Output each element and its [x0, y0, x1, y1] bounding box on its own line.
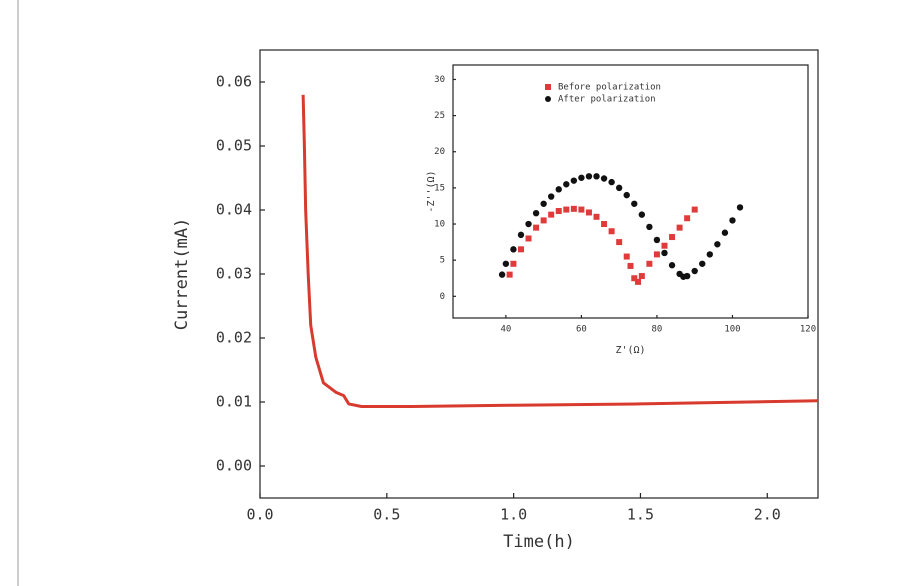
x-tick-label: 60	[576, 325, 587, 335]
data-point	[540, 217, 547, 224]
data-point	[578, 206, 585, 213]
data-point	[563, 206, 570, 213]
data-point	[533, 224, 540, 231]
data-point	[502, 260, 510, 267]
data-line	[301, 94, 819, 408]
data-point	[510, 246, 517, 253]
data-point	[601, 221, 608, 228]
data-point	[691, 206, 698, 213]
data-point	[635, 278, 642, 285]
data-point	[555, 208, 562, 215]
data-point	[714, 241, 721, 248]
y-tick-label: 0.01	[216, 393, 252, 411]
x-tick-label: 0.0	[246, 506, 273, 524]
data-point	[627, 262, 634, 269]
x-tick-label: 100	[724, 325, 740, 335]
x-tick-label: 0.5	[373, 506, 400, 524]
data-point	[623, 253, 630, 260]
data-point	[676, 224, 683, 231]
data-point	[684, 215, 691, 222]
data-point	[683, 272, 691, 280]
data-point	[532, 209, 540, 217]
data-point	[585, 173, 593, 180]
data-point	[517, 231, 525, 239]
y-tick-label: 0.03	[216, 265, 252, 283]
data-point	[555, 186, 562, 193]
y-tick-label: 0.04	[216, 201, 252, 219]
data-point	[540, 200, 547, 207]
inset-background	[425, 60, 816, 368]
x-tick-label: 40	[500, 325, 511, 335]
data-point	[570, 177, 578, 184]
x-tick-label: 1.0	[500, 506, 527, 524]
plot-frame	[452, 64, 809, 319]
y-tick-label: 30	[434, 75, 445, 85]
data-point	[638, 273, 645, 280]
data-point	[608, 228, 615, 235]
data-point	[600, 175, 608, 182]
data-point	[646, 223, 653, 231]
x-tick-label: 2.0	[754, 506, 781, 524]
data-point	[547, 193, 555, 200]
data-point	[593, 173, 600, 180]
data-point	[691, 267, 698, 275]
data-point	[653, 236, 661, 244]
data-point	[548, 211, 555, 218]
legend-label: After polarization	[558, 95, 656, 105]
legend-marker	[545, 96, 551, 102]
data-point	[699, 260, 706, 267]
data-point	[623, 191, 630, 199]
data-point	[506, 271, 513, 278]
data-point	[517, 246, 524, 253]
x-tick-label: 120	[800, 325, 816, 335]
y-tick-label: 0.00	[216, 457, 252, 475]
data-point	[498, 271, 506, 278]
y-axis-label: -Z''(Ω)	[426, 170, 437, 212]
data-point	[668, 262, 676, 269]
data-point	[616, 239, 623, 246]
legend-label: Before polarization	[558, 83, 661, 93]
data-point	[706, 251, 714, 258]
data-point	[661, 249, 668, 257]
x-tick-label: 80	[652, 325, 663, 335]
data-point	[736, 204, 744, 211]
data-point	[525, 220, 532, 228]
data-point	[608, 178, 615, 186]
x-tick-label: 1.5	[627, 506, 654, 524]
data-point	[615, 184, 623, 192]
data-point	[510, 260, 517, 267]
data-point	[585, 209, 592, 216]
data-point	[638, 211, 646, 218]
y-tick-label: 25	[434, 111, 445, 121]
y-tick-label: 10	[434, 220, 445, 230]
y-tick-label: 0.06	[216, 73, 252, 91]
y-tick-label: 20	[434, 147, 445, 157]
y-tick-label: 15	[434, 183, 445, 193]
data-point	[721, 229, 729, 236]
legend-marker	[545, 84, 551, 90]
y-tick-label: 5	[440, 256, 445, 266]
data-point	[631, 200, 638, 207]
data-point	[631, 275, 638, 282]
y-tick-label: 0.05	[216, 137, 252, 155]
y-axis-label: Current(mA)	[172, 218, 192, 331]
data-point	[570, 205, 577, 212]
x-axis-label: Time(h)	[503, 532, 575, 552]
data-point	[661, 242, 668, 249]
data-point	[563, 181, 570, 188]
data-point	[669, 234, 676, 241]
data-point	[653, 251, 660, 258]
data-point	[578, 174, 585, 181]
y-tick-label: 0	[440, 292, 445, 302]
data-point	[729, 217, 736, 224]
data-point	[525, 235, 532, 242]
data-point	[646, 260, 653, 267]
y-tick-label: 0.02	[216, 329, 252, 347]
x-axis-label: Z'(Ω)	[615, 345, 645, 356]
data-point	[593, 213, 600, 220]
